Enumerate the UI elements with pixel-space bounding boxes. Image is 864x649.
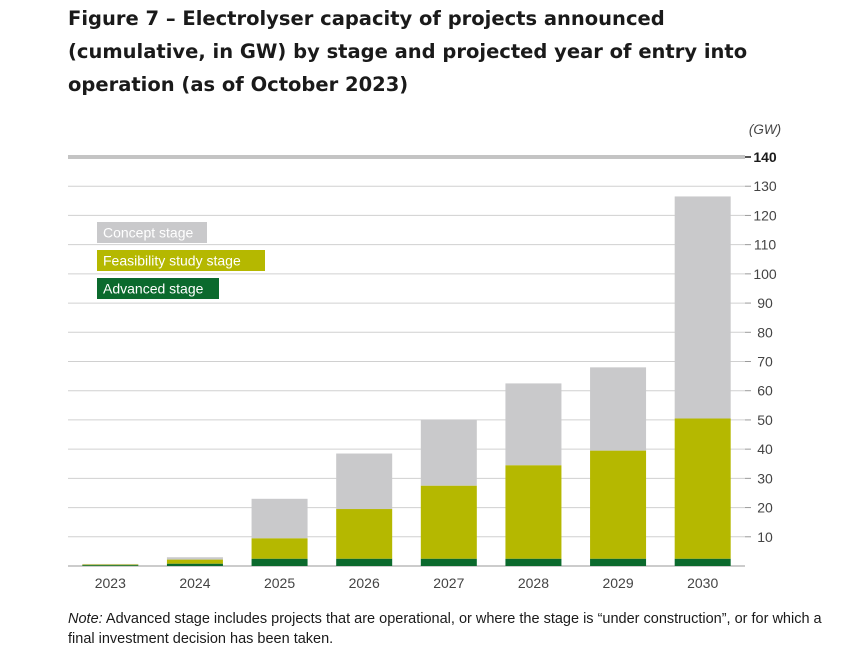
bar-segment-2030-1 bbox=[674, 418, 731, 559]
x-tick-label: 2027 bbox=[433, 575, 464, 591]
bar-segment-2025-0 bbox=[251, 558, 308, 566]
y-tick-label: 80 bbox=[757, 324, 773, 340]
bar-segment-2028-1 bbox=[505, 465, 562, 559]
bar-segment-2025-1 bbox=[251, 538, 308, 559]
y-tick-label: 20 bbox=[757, 500, 773, 516]
bar-segment-2027-2 bbox=[420, 419, 477, 486]
bar-segment-2023-2 bbox=[82, 563, 139, 565]
x-tick-label: 2029 bbox=[602, 575, 633, 591]
bar-segment-2024-0 bbox=[166, 563, 223, 566]
bar-segment-2024-1 bbox=[166, 559, 223, 564]
note-text: Advanced stage includes projects that ar… bbox=[68, 611, 822, 647]
bar-segment-2023-1 bbox=[82, 564, 139, 566]
y-tick-label: 40 bbox=[757, 441, 773, 457]
bar-segment-2029-1 bbox=[590, 450, 647, 559]
legend-swatch bbox=[97, 250, 265, 271]
note-label: Note: bbox=[68, 611, 103, 627]
x-tick-label: 2028 bbox=[518, 575, 549, 591]
y-tick-label: 10 bbox=[757, 529, 773, 545]
legend-item: Feasibility study stage bbox=[97, 250, 265, 271]
x-tick-label: 2030 bbox=[687, 575, 718, 591]
y-tick-label: 70 bbox=[757, 354, 773, 370]
bar-segment-2027-0 bbox=[420, 558, 477, 566]
x-tick-label: 2024 bbox=[179, 575, 210, 591]
bar-segment-2030-0 bbox=[674, 558, 731, 566]
bar-segment-2028-2 bbox=[505, 383, 562, 466]
y-tick-label: 30 bbox=[757, 470, 773, 486]
y-tick-label: 50 bbox=[757, 412, 773, 428]
y-tick-label: 100 bbox=[753, 266, 777, 282]
chart-note: Note: Advanced stage includes projects t… bbox=[68, 609, 828, 649]
legend: Concept stage Feasibility study stage Adva… bbox=[97, 222, 265, 299]
x-tick-label: 2023 bbox=[95, 575, 126, 591]
y-tick-label: 120 bbox=[753, 207, 777, 223]
bars bbox=[82, 196, 731, 566]
x-axis: 2023 2024 2025 2026 2027 2028 2029 2030 bbox=[95, 575, 719, 591]
bar-segment-2026-2 bbox=[336, 453, 393, 510]
bar-segment-2023-0 bbox=[82, 565, 139, 566]
y-axis: 10 20 30 40 50 60 70 80 90 100 110 120 130 140 bbox=[745, 149, 777, 545]
y-tick-label: 110 bbox=[754, 237, 777, 253]
bar-segment-2025-2 bbox=[251, 498, 308, 539]
y-tick-label: 90 bbox=[757, 295, 773, 311]
bar-segment-2026-1 bbox=[336, 509, 393, 559]
y-axis-unit: (GW) bbox=[749, 122, 781, 137]
y-tick-label: 130 bbox=[753, 178, 777, 194]
legend-swatch bbox=[97, 222, 207, 243]
bar-segment-2026-0 bbox=[336, 558, 393, 566]
chart-title: Figure 7 – Electrolyser capacity of proj… bbox=[68, 7, 748, 96]
legend-label: Advanced stage bbox=[103, 281, 204, 297]
x-tick-label: 2025 bbox=[264, 575, 295, 591]
y-tick-label: 140 bbox=[753, 149, 777, 165]
y-tick-label: 60 bbox=[757, 383, 773, 399]
legend-item: Concept stage bbox=[97, 222, 207, 243]
bar-segment-2024-2 bbox=[166, 557, 223, 560]
bar-segment-2029-0 bbox=[590, 558, 647, 566]
x-tick-label: 2026 bbox=[349, 575, 380, 591]
bar-segment-2028-0 bbox=[505, 558, 562, 566]
bar-segment-2029-2 bbox=[590, 367, 647, 451]
legend-swatch bbox=[97, 278, 219, 299]
legend-item: Advanced stage bbox=[97, 278, 219, 299]
bar-segment-2027-1 bbox=[420, 485, 477, 559]
bar-segment-2030-2 bbox=[674, 196, 731, 419]
legend-label: Concept stage bbox=[103, 225, 193, 241]
legend-label: Feasibility study stage bbox=[103, 253, 241, 269]
